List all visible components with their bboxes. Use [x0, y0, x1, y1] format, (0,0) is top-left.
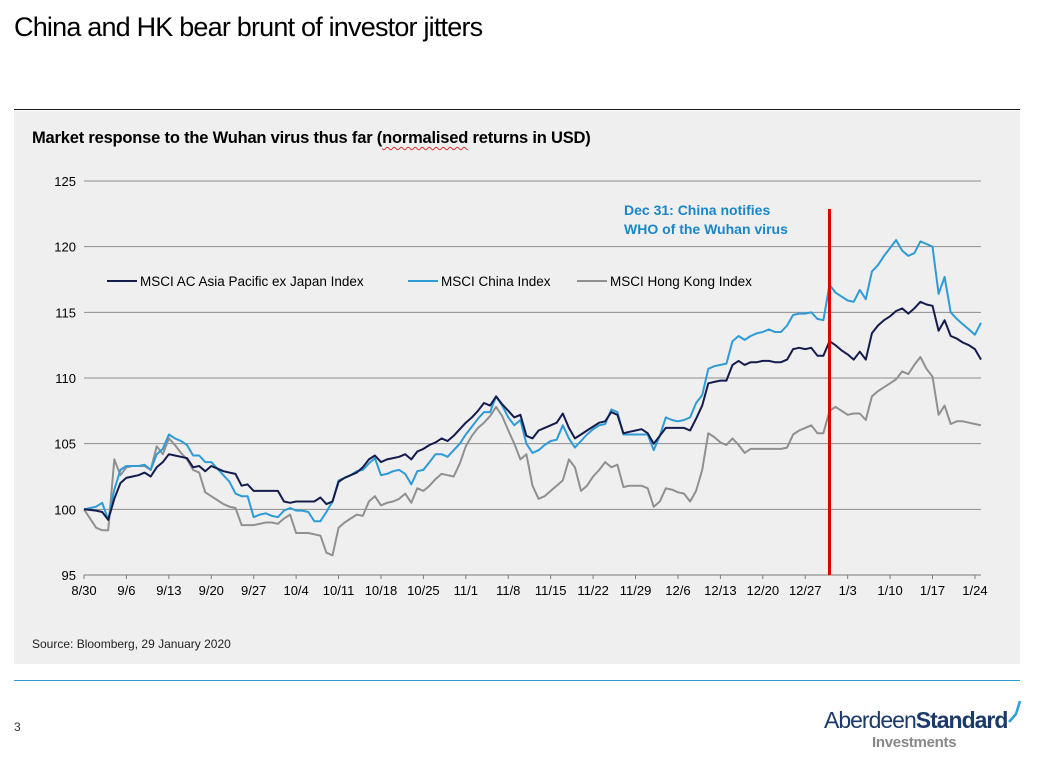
legend-label: MSCI China Index	[441, 274, 551, 289]
x-tick-label: 12/27	[789, 583, 822, 598]
legend-label: MSCI AC Asia Pacific ex Japan Index	[140, 274, 364, 289]
x-tick-label: 10/4	[283, 583, 308, 598]
x-tick-label: 11/22	[577, 583, 609, 598]
y-tick-label: 105	[54, 437, 76, 452]
company-logo: AberdeenStandard Investments	[824, 700, 1024, 752]
x-tick-label: 1/24	[962, 583, 987, 598]
x-tick-label: 11/8	[496, 583, 520, 598]
event-annotation: Dec 31: China notifies	[624, 202, 770, 218]
series-line	[83, 356, 982, 557]
x-tick-label: 1/10	[877, 583, 902, 598]
line-chart: 95 100 105 110 115 120 125 8/30 9/6 9/13 9/20 9/27 1…	[54, 174, 987, 598]
y-tick-label: 95	[62, 568, 76, 583]
x-tick-label: 11/29	[620, 583, 652, 598]
footer-divider	[14, 680, 1020, 681]
source-note: Source: Bloomberg, 29 January 2020	[32, 637, 231, 651]
page-number: 3	[14, 720, 21, 734]
x-tick-label: 9/20	[199, 583, 224, 598]
x-tick-label: 11/15	[535, 583, 567, 598]
chart-title: Market response to the Wuhan virus thus …	[32, 129, 591, 148]
series-line	[83, 300, 982, 521]
x-tick-label: 12/13	[704, 583, 737, 598]
x-tick-label: 10/25	[407, 583, 440, 598]
x-tick-label: 12/6	[665, 583, 690, 598]
logo-subtitle: Investments	[872, 734, 957, 751]
x-tick-label: 11/1	[454, 583, 478, 598]
y-tick-label: 100	[54, 502, 76, 517]
x-tick-label: 1/3	[839, 583, 857, 598]
slide-title: China and HK bear brunt of investor jitt…	[14, 12, 483, 42]
legend-label: MSCI Hong Kong Index	[610, 274, 752, 289]
title-divider	[14, 109, 1020, 110]
y-tick-label: 125	[54, 174, 76, 189]
x-tick-label: 9/27	[241, 583, 266, 598]
x-tick-label: 12/20	[747, 583, 780, 598]
x-tick-label: 10/11	[323, 583, 355, 598]
x-tick-label: 10/18	[365, 583, 398, 598]
chart-title-part-3: returns in USD)	[468, 129, 591, 147]
logo-swoosh-icon	[1008, 700, 1022, 723]
chart-title-part-2: normalised	[382, 129, 469, 147]
chart-title-part-1: Market response to the Wuhan virus thus …	[32, 129, 383, 147]
x-tick-label: 1/17	[920, 583, 945, 598]
logo-word-2: Standard	[915, 707, 1009, 733]
x-tick-label: 9/6	[117, 583, 135, 598]
series-line	[83, 239, 982, 523]
logo-wordmark: AberdeenStandard	[824, 707, 1009, 734]
y-tick-label: 110	[55, 371, 76, 386]
chart-panel: Market response to the Wuhan virus thus …	[14, 111, 1020, 664]
x-tick-label: 8/30	[71, 583, 96, 598]
x-tick-label: 9/13	[156, 583, 181, 598]
event-annotation: WHO of the Wuhan virus	[624, 221, 788, 237]
logo-word-1: Aberdeen	[824, 707, 917, 733]
y-tick-label: 120	[54, 240, 76, 255]
y-tick-label: 115	[55, 305, 76, 320]
